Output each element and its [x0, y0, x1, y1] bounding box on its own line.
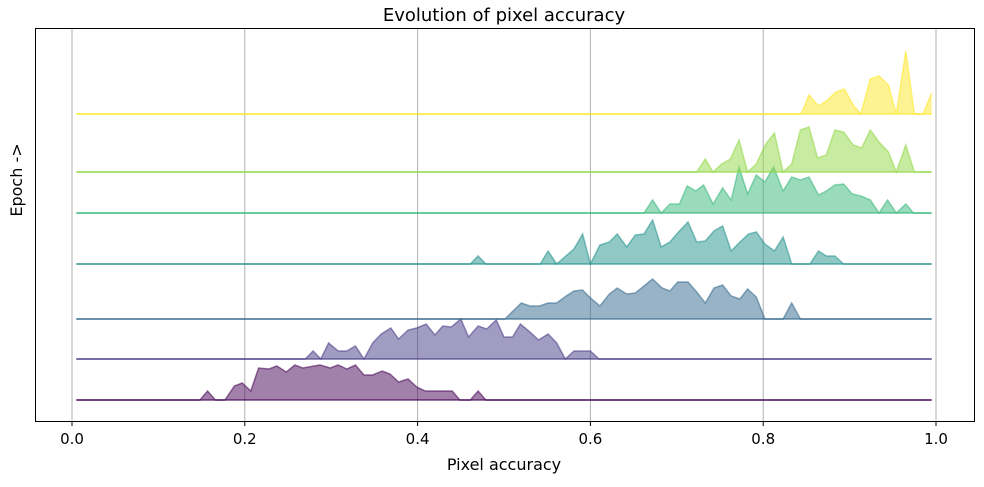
ridge-area-5	[76, 127, 932, 172]
x-axis-label: Pixel accuracy	[447, 455, 561, 474]
x-tick-label: 0.8	[751, 430, 775, 448]
x-tick-label: 0.2	[233, 430, 257, 448]
chart-title: Evolution of pixel accuracy	[383, 5, 626, 26]
ridge-area-0	[76, 365, 932, 400]
ridge-line-4	[76, 164, 932, 215]
x-tick-label: 0.6	[578, 430, 602, 448]
x-tick-label: 0.0	[60, 430, 84, 448]
ridge-line-5	[76, 126, 932, 175]
ridge-area-2	[76, 279, 932, 319]
grid	[71, 28, 937, 422]
ridge-line-0	[76, 364, 932, 401]
ridge-area-1	[76, 319, 932, 359]
plot-frame	[35, 28, 975, 422]
ridges	[76, 50, 933, 401]
x-tick-label: 1.0	[924, 430, 948, 448]
ridge-area-3	[76, 220, 932, 264]
ridge-line-3	[76, 218, 932, 267]
ridge-area-6	[76, 51, 932, 114]
ridge-line-2	[76, 278, 932, 320]
x-tick-label: 0.4	[406, 430, 430, 448]
ridge-area-4	[76, 167, 932, 213]
x-axis-ticks: 0.0 0.2 0.4 0.6 0.8 1.0	[60, 422, 948, 448]
ridge-line-6	[76, 50, 933, 116]
ridge-line-1	[76, 317, 932, 361]
y-axis-label: Epoch ->	[7, 143, 26, 216]
